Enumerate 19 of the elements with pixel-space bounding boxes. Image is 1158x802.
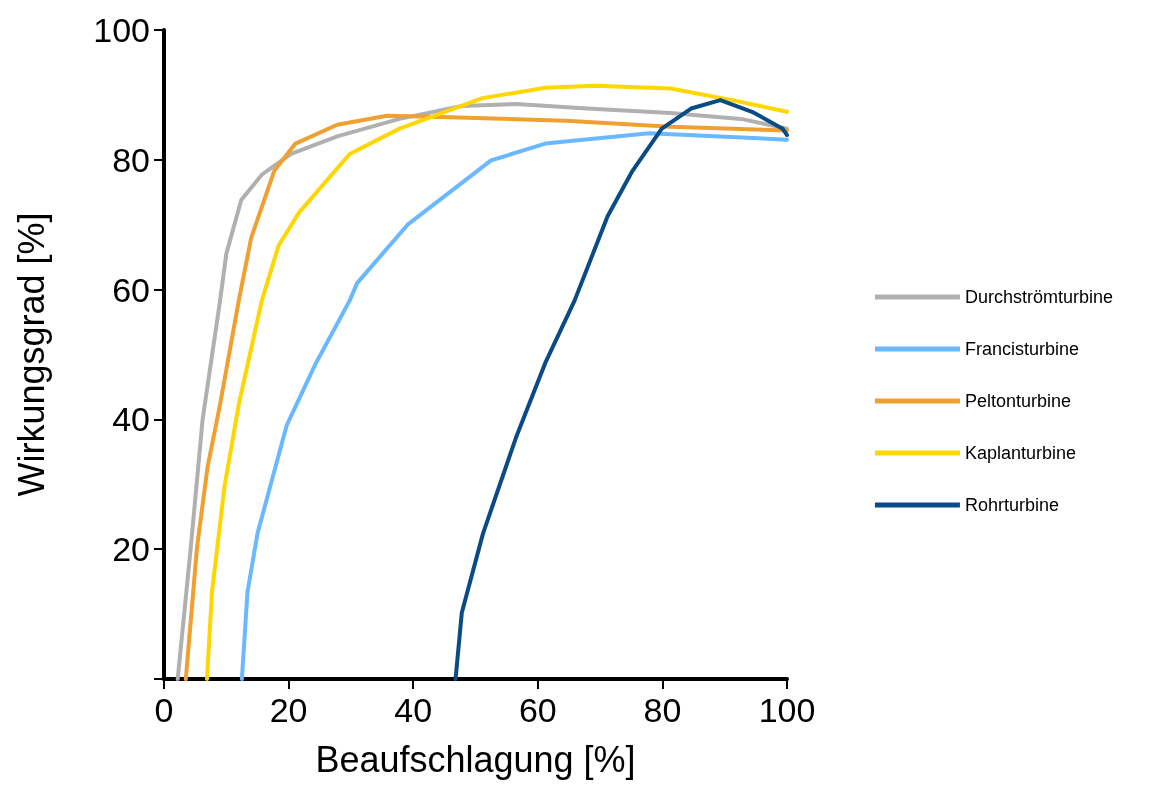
- x-tick-label: 0: [154, 691, 174, 729]
- x-axis-title: Beaufschlagung [%]: [315, 738, 636, 780]
- line-series: [453, 98, 789, 681]
- y-tick-label: 40: [112, 400, 150, 439]
- legend-label: Durchströmturbine: [964, 287, 1114, 307]
- legend-label: Rohrturbine: [964, 495, 1060, 515]
- x-tick-label: 40: [394, 691, 433, 729]
- legend-label: Kaplanturbine: [964, 443, 1077, 463]
- y-tick-label: 100: [93, 11, 150, 49]
- legend-label: Peltonturbine: [964, 391, 1072, 411]
- y-tick-label: 20: [112, 530, 150, 569]
- y-tick-label: 60: [112, 270, 150, 309]
- x-tick-label: 80: [643, 691, 682, 729]
- x-tick-label: 20: [269, 691, 308, 729]
- x-tick-label: 100: [758, 691, 816, 729]
- y-tick-label: 80: [112, 140, 150, 179]
- y-axis-title: Wirkungsgrad [%]: [10, 212, 52, 497]
- legend-label: Francisturbine: [964, 339, 1079, 359]
- x-tick-label: 60: [518, 691, 557, 729]
